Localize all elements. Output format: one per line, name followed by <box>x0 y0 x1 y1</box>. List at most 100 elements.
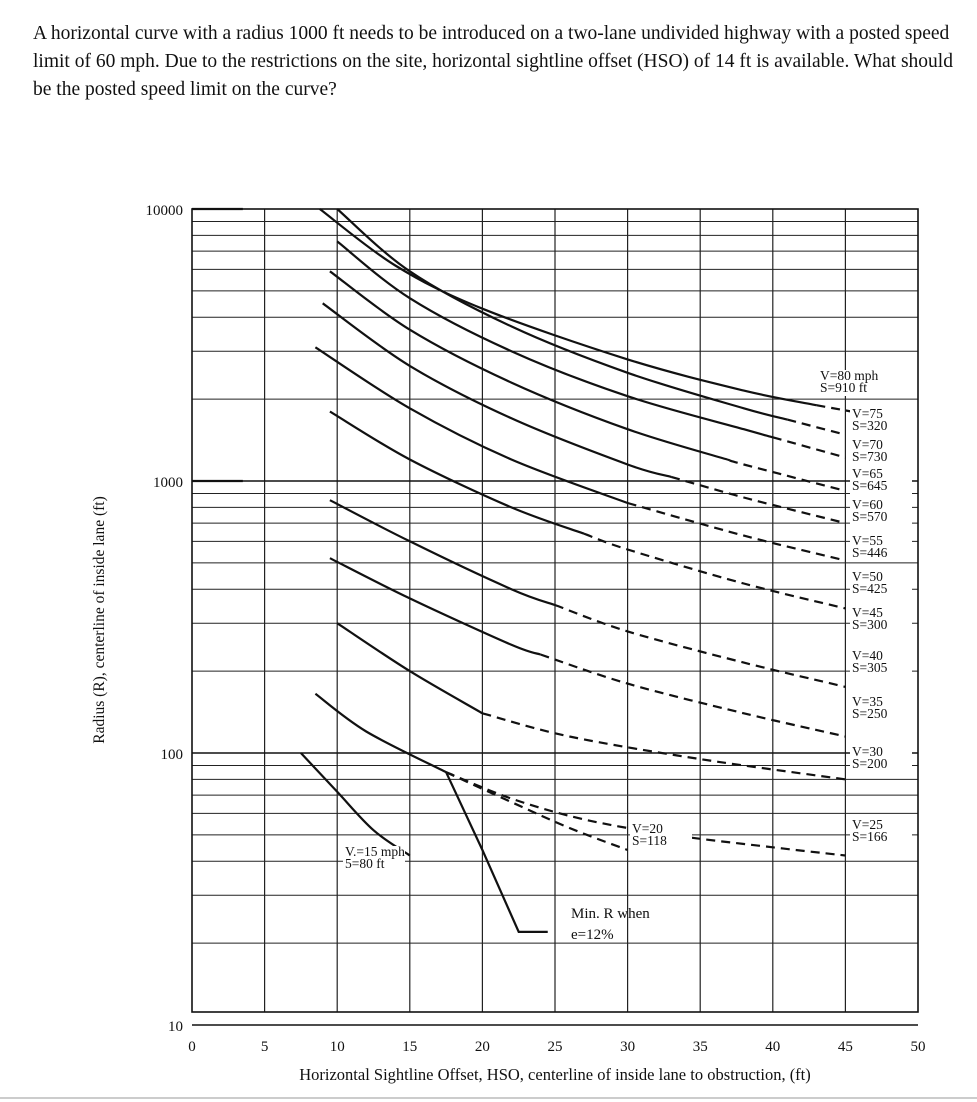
curve-label-bg <box>850 468 912 494</box>
curve-label-text: S=425 <box>852 581 888 596</box>
x-tick-label: 35 <box>693 1039 708 1055</box>
curve-label-text: V.=15 mph <box>345 844 405 859</box>
curve-label-text: S=118 <box>632 833 667 848</box>
x-tick-label: 40 <box>765 1039 780 1055</box>
speed-curve-solid <box>314 692 447 774</box>
y-tick-label: 10000 <box>146 203 184 219</box>
y-tick-label: 100 <box>161 747 184 763</box>
curve-label-text: S=446 <box>852 545 888 560</box>
y-tick-label: 10 <box>168 1019 183 1035</box>
min-radius-label-text: Min. R when <box>571 906 650 922</box>
curve-label: V=30S=200 <box>850 744 912 772</box>
speed-curve-dashed <box>728 459 846 492</box>
curve-label-text: V=70 <box>852 437 883 452</box>
x-tick-label: 5 <box>261 1039 269 1055</box>
plot-frame <box>191 207 919 1013</box>
speed-curve-solid <box>336 240 774 439</box>
curve-label-text: S=200 <box>852 756 888 771</box>
curve-label-bg <box>850 650 912 676</box>
y-axis-title: Radius (R), centerline of inside lane (f… <box>91 496 108 744</box>
question-text: A horizontal curve with a radius 1000 ft… <box>33 23 953 100</box>
curve-label-text: V=75 <box>852 406 883 421</box>
curve-label-bg <box>850 439 912 465</box>
curve-label: V=55S=446 <box>850 533 912 561</box>
speed-curve-solid <box>329 410 585 535</box>
chart-grid <box>192 209 918 1026</box>
curve-label-text: 5=80 ft <box>345 856 385 871</box>
x-tick-label: 10 <box>330 1039 345 1055</box>
min-radius-label-text: e=12% <box>571 927 614 943</box>
curve-label-bg <box>850 571 912 597</box>
curve-label: V=50S=425 <box>850 569 912 597</box>
curve-label-text: V=45 <box>852 605 883 620</box>
curve-label-text: V=50 <box>852 569 883 584</box>
curve-label-text: V=20 <box>632 821 663 836</box>
curve-label: V=60S=570 <box>850 497 912 525</box>
min-radius-label: Min. R when e=12% <box>571 906 650 943</box>
min-radius-line <box>445 771 548 933</box>
curve-label-text: V=80 mph <box>820 368 878 383</box>
speed-curve-solid <box>336 622 483 715</box>
curve-label: V=20S=118 <box>630 821 692 849</box>
speed-curve-solid <box>322 302 672 478</box>
bottom-divider <box>0 1097 977 1099</box>
curve-label-text: S=305 <box>852 660 888 675</box>
curve-label-bg <box>850 535 912 561</box>
x-axis-title: Horizontal Sightline Offset, HSO, center… <box>299 1065 811 1084</box>
curve-label-text: V=55 <box>852 533 883 548</box>
curve-label-bg <box>850 746 912 772</box>
speed-curve-dashed <box>627 501 846 562</box>
speed-curve-solid <box>319 208 817 407</box>
x-tick-label: 20 <box>475 1039 490 1055</box>
speed-curve-dashed <box>482 712 846 781</box>
speed-curve-dashed <box>445 771 628 852</box>
x-tick-label: 15 <box>402 1039 417 1055</box>
curve-label-bg <box>818 370 916 396</box>
x-tick-label: 30 <box>620 1039 635 1055</box>
curve-label-text: S=250 <box>852 706 888 721</box>
speed-curve-solid <box>336 208 788 421</box>
curve-label-text: V=25 <box>852 817 883 832</box>
curve-label-bg <box>850 607 912 633</box>
speed-curve-solid <box>329 270 730 462</box>
curve-label-bg <box>850 499 912 525</box>
speed-curve-dashed <box>670 475 846 525</box>
x-tick-label: 50 <box>911 1039 926 1055</box>
speed-curve-dashed <box>583 532 846 610</box>
curve-label: V=35S=250 <box>850 694 912 722</box>
curve-label-bg <box>850 819 912 845</box>
curve-label-text: S=300 <box>852 617 888 632</box>
curve-label-text: S=645 <box>852 478 888 493</box>
curve-label: V=45S=300 <box>850 605 912 633</box>
y-tick-label: 1000 <box>153 475 183 491</box>
curve-label-text: V=35 <box>852 694 883 709</box>
plot-border <box>191 208 919 1013</box>
x-tick-label: 25 <box>548 1039 563 1055</box>
curve-label-text: V=60 <box>852 497 883 512</box>
curve-label-text: S=910 ft <box>820 380 867 395</box>
curve-label-text: S=320 <box>852 418 888 433</box>
x-tick-label: 45 <box>838 1039 853 1055</box>
curve-label-text: V=65 <box>852 466 883 481</box>
speed-curve-solid <box>314 346 628 505</box>
curve-label-bg <box>850 696 912 722</box>
curve-label: V=25S=166 <box>850 817 912 845</box>
curve-label-bg <box>630 823 692 849</box>
curve-label: V=65S=645 <box>850 466 912 494</box>
curve-label-text: S=166 <box>852 829 888 844</box>
speed-curve-solid <box>300 752 411 857</box>
x-tick-label: 0 <box>188 1039 196 1055</box>
speed-curve-dashed <box>554 603 846 688</box>
curve-label-text: S=570 <box>852 509 888 524</box>
speed-curve-dashed <box>787 418 846 436</box>
curve-label-text: V=30 <box>852 744 883 759</box>
speed-curve-solid <box>329 499 556 607</box>
speed-curve-dashed <box>540 653 846 738</box>
curve-label-text: V=40 <box>852 648 883 663</box>
curve-label-text: S=730 <box>852 449 888 464</box>
